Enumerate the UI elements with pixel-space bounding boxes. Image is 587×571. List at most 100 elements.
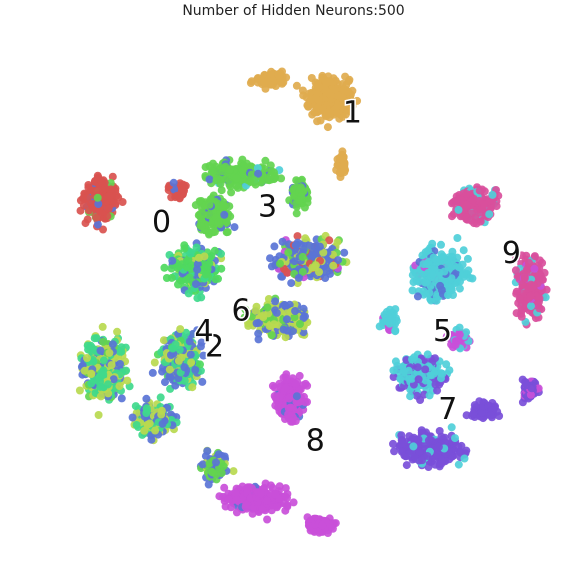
scatter-point-class-0 bbox=[84, 215, 92, 223]
scatter-point-class-5 bbox=[409, 286, 417, 294]
scatter-point-class-3 bbox=[268, 331, 276, 339]
scatter-point-class-3 bbox=[202, 163, 210, 171]
scatter-point-class-7 bbox=[418, 426, 426, 434]
scatter-point-class-6 bbox=[207, 252, 215, 260]
scatter-point-class-4 bbox=[193, 294, 201, 302]
scatter-point-class-1 bbox=[336, 154, 344, 162]
scatter-point-class-2 bbox=[231, 223, 239, 231]
scatter-point-class-2 bbox=[279, 238, 287, 246]
scatter-point-class-3 bbox=[224, 228, 232, 236]
scatter-point-class-8 bbox=[271, 491, 279, 499]
scatter-point-class-1 bbox=[320, 107, 328, 115]
scatter-point-class-7 bbox=[421, 365, 429, 373]
scatter-point-class-1 bbox=[345, 76, 353, 84]
scatter-point-class-1 bbox=[264, 77, 272, 85]
scatter-point-class-5 bbox=[426, 391, 434, 399]
scatter-point-class-other bbox=[270, 320, 278, 328]
scatter-point-class-5 bbox=[408, 375, 416, 383]
scatter-point-class-5 bbox=[459, 270, 467, 278]
scatter-point-class-4 bbox=[142, 409, 150, 417]
scatter-point-class-1 bbox=[344, 88, 352, 96]
scatter-point-class-2 bbox=[283, 327, 291, 335]
scatter-point-class-0 bbox=[176, 194, 184, 202]
scatter-point-class-3 bbox=[233, 174, 241, 182]
scatter-point-class-8 bbox=[302, 380, 310, 388]
scatter-point-class-other bbox=[175, 357, 183, 365]
scatter-point-class-4 bbox=[118, 343, 126, 351]
scatter-point-class-5 bbox=[451, 434, 459, 442]
scatter-point-class-8 bbox=[257, 490, 265, 498]
scatter-point-class-other bbox=[329, 262, 337, 270]
scatter-point-class-1 bbox=[323, 79, 331, 87]
scatter-point-class-1 bbox=[336, 169, 344, 177]
scatter-point-class-5 bbox=[415, 278, 423, 286]
scatter-point-class-other bbox=[230, 467, 238, 475]
scatter-point-class-other bbox=[259, 313, 267, 321]
scatter-point-class-5 bbox=[485, 210, 493, 218]
scatter-point-class-5 bbox=[430, 370, 438, 378]
scatter-point-class-5 bbox=[408, 355, 416, 363]
scatter-point-class-2 bbox=[293, 392, 301, 400]
scatter-point-class-3 bbox=[204, 211, 212, 219]
scatter-point-class-4 bbox=[157, 393, 165, 401]
scatter-point-class-2 bbox=[181, 363, 189, 371]
scatter-point-class-4 bbox=[187, 250, 195, 258]
scatter-point-class-8 bbox=[283, 377, 291, 385]
scatter-point-class-other bbox=[99, 323, 107, 331]
scatter-point-class-2 bbox=[221, 453, 229, 461]
scatter-point-class-2 bbox=[116, 360, 124, 368]
scatter-point-class-other bbox=[97, 392, 105, 400]
scatter-point-class-3 bbox=[296, 320, 304, 328]
scatter-point-class-5 bbox=[461, 455, 469, 463]
scatter-point-class-8 bbox=[283, 503, 291, 511]
scatter-point-class-7 bbox=[415, 448, 423, 456]
scatter-point-class-other bbox=[151, 359, 159, 367]
scatter-point-class-2 bbox=[436, 282, 444, 290]
scatter-point-class-3 bbox=[263, 304, 271, 312]
scatter-point-class-other bbox=[123, 377, 131, 385]
scatter-point-class-7 bbox=[528, 384, 536, 392]
scatter-point-class-7 bbox=[398, 440, 406, 448]
scatter-point-class-other bbox=[312, 261, 320, 269]
scatter-point-class-2 bbox=[309, 251, 317, 259]
scatter-point-class-5 bbox=[436, 269, 444, 277]
scatter-point-class-5 bbox=[437, 374, 445, 382]
scatter-point-class-4 bbox=[133, 421, 141, 429]
scatter-point-class-5 bbox=[455, 206, 463, 214]
scatter-point-class-6 bbox=[160, 264, 168, 272]
scatter-point-class-other bbox=[116, 382, 124, 390]
scatter-point-class-9 bbox=[480, 200, 488, 208]
scatter-point-class-8 bbox=[318, 522, 326, 530]
scatter-point-class-8 bbox=[292, 380, 300, 388]
scatter-point-class-1 bbox=[317, 117, 325, 125]
scatter-point-class-9 bbox=[463, 201, 471, 209]
scatter-point-class-2 bbox=[301, 312, 309, 320]
scatter-point-class-9 bbox=[463, 190, 471, 198]
scatter-point-class-other bbox=[166, 366, 174, 374]
scatter-point-class-other bbox=[333, 238, 341, 246]
scatter-point-class-5 bbox=[437, 241, 445, 249]
scatter-point-class-5 bbox=[418, 251, 426, 259]
scatter-point-class-8 bbox=[227, 503, 235, 511]
scatter-point-class-3 bbox=[284, 248, 292, 256]
scatter-point-class-1 bbox=[339, 80, 347, 88]
scatter-point-class-3 bbox=[208, 468, 216, 476]
scatter-point-class-other bbox=[76, 387, 84, 395]
scatter-point-class-9 bbox=[467, 217, 475, 225]
scatter-point-class-5 bbox=[464, 255, 472, 263]
scatter-point-class-other bbox=[151, 427, 159, 435]
scatter-point-class-3 bbox=[225, 166, 233, 174]
scatter-point-class-2 bbox=[199, 460, 207, 468]
scatter-point-class-6 bbox=[212, 275, 220, 283]
scatter-point-class-2 bbox=[212, 458, 220, 466]
scatter-point-class-2 bbox=[170, 179, 178, 187]
scatter-point-class-3 bbox=[94, 194, 102, 202]
scatter-point-class-2 bbox=[291, 307, 299, 315]
scatter-point-class-other bbox=[95, 411, 103, 419]
scatter-point-class-5 bbox=[426, 289, 434, 297]
scatter-points bbox=[76, 68, 551, 538]
scatter-point-class-1 bbox=[293, 82, 301, 90]
scatter-point-class-7 bbox=[403, 461, 411, 469]
scatter-point-class-2 bbox=[266, 254, 274, 262]
